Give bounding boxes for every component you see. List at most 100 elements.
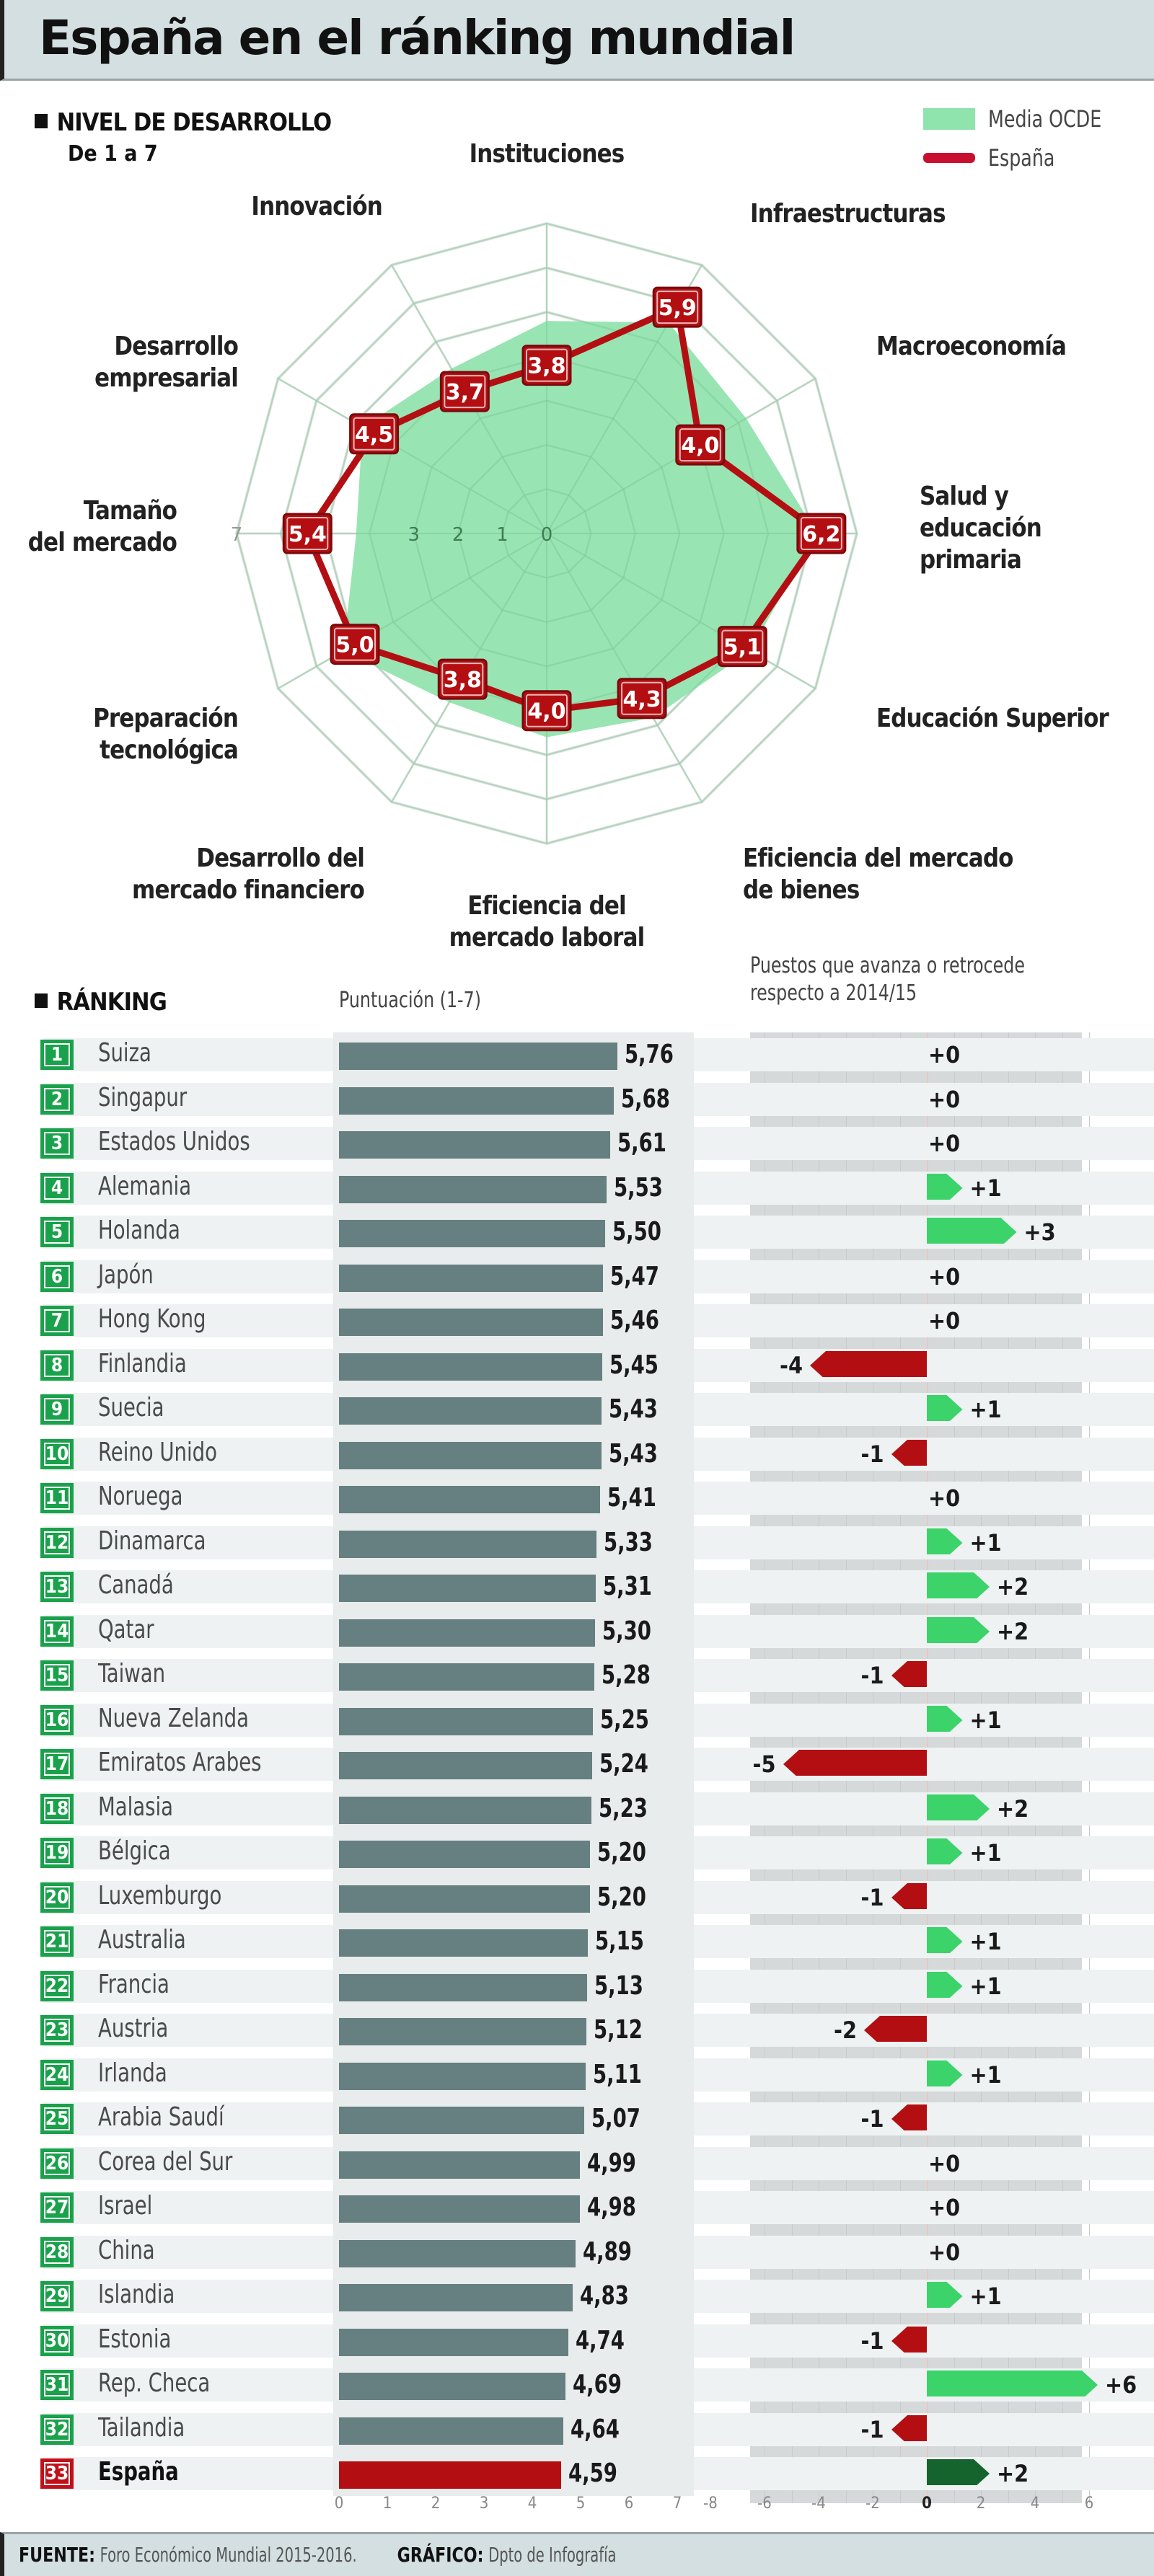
- country-name: Australia: [98, 1925, 186, 1955]
- spain-value-badge: [282, 513, 332, 554]
- spain-value-badge-inner: [526, 694, 568, 727]
- country-name: Suiza: [98, 1038, 151, 1068]
- rank-badge: 5: [40, 1217, 74, 1247]
- score-value: 5,11: [593, 2059, 643, 2089]
- score-bar: [339, 2195, 580, 2223]
- rank-badge: 23: [40, 2015, 74, 2045]
- score-value: 5,43: [608, 1438, 658, 1469]
- spain-value-label: 5,4: [288, 522, 327, 547]
- radar-axis-label: de bienes: [743, 875, 859, 905]
- change-axis-tick: -2: [865, 2495, 880, 2513]
- country-name: Alemania: [98, 1171, 192, 1201]
- country-name: Islandia: [98, 2280, 175, 2309]
- radar-axis-label: Preparación: [93, 703, 238, 733]
- arrow-right-icon: [927, 1173, 963, 1200]
- radial-tick-label: 2: [452, 524, 464, 546]
- ranking-row: 4 Alemania 5,53 +1: [0, 1165, 1154, 1210]
- score-bar: [339, 2284, 573, 2311]
- radar-section-label: NIVEL DE DESARROLLO: [35, 108, 332, 137]
- rank-badge: 24: [40, 2059, 74, 2090]
- score-bar: [339, 2328, 568, 2356]
- ranking-row: 26 Corea del Sur 4,99 +0: [0, 2141, 1154, 2185]
- country-name: Rep. Checa: [98, 2368, 211, 2398]
- radar-axis-label: Infraestructuras: [750, 198, 946, 229]
- radar-axis-label: Tamaño: [84, 495, 177, 526]
- arrow-left-icon: [891, 1882, 927, 1909]
- ranking-row: 12 Dinamarca 5,33 +1: [0, 1520, 1154, 1564]
- rank-badge: 18: [40, 1793, 74, 1824]
- score-value: 5,15: [595, 1926, 644, 1956]
- rank-badge: 30: [40, 2325, 74, 2356]
- radar-axis-label: Innovación: [251, 191, 382, 221]
- radar-spoke-overlay: [546, 533, 702, 802]
- spain-value-badge-inner: [800, 517, 842, 550]
- spain-value-label: 5,1: [723, 635, 762, 660]
- change-axis-tick: 6: [1084, 2495, 1094, 2513]
- country-name: Canadá: [98, 1570, 174, 1600]
- radar-axis-label: mercado laboral: [449, 922, 645, 952]
- score-value: 5,13: [594, 1970, 643, 2001]
- spain-value-label: 5,0: [335, 633, 374, 658]
- radar-spoke-overlay: [278, 378, 547, 534]
- arrow-left-icon: [810, 1350, 927, 1377]
- score-value: 5,53: [613, 1172, 663, 1203]
- arrow-right-icon: [927, 1218, 1017, 1244]
- spain-value-label: 5,9: [659, 296, 697, 321]
- ranking-row: 32 Tailandia 4,64 -1: [0, 2407, 1154, 2451]
- oecd-swatch-icon: [923, 108, 975, 130]
- score-value: 4,74: [575, 2325, 625, 2355]
- radar-axis-label: Desarrollo: [114, 331, 238, 361]
- arrow-right-icon: [927, 1794, 990, 1820]
- change-value: +2: [997, 1573, 1029, 1601]
- score-bar: [339, 1841, 591, 1868]
- change-value: -1: [860, 2105, 884, 2133]
- arrow-right-icon: [927, 2060, 963, 2086]
- change-value: +3: [1023, 1218, 1056, 1246]
- ranking-row: 7 Hong Kong 5,46 +0: [0, 1298, 1154, 1343]
- change-value: +0: [928, 1085, 961, 1113]
- ranking-row: 2 Singapur 5,68 +0: [0, 1076, 1154, 1121]
- change-value: +0: [928, 1262, 961, 1291]
- ranking-row: 22 Francia 5,13 +1: [0, 1963, 1154, 2008]
- change-value: +1: [969, 2283, 1002, 2310]
- country-name: China: [98, 2235, 155, 2265]
- ranking-row: 25 Arabia Saudí 5,07 -1: [0, 2097, 1154, 2141]
- ranking-row: 29 Islandia 4,83 +1: [0, 2274, 1154, 2319]
- radar-axis-label: tecnológica: [100, 735, 238, 765]
- rank-badge: 20: [40, 1882, 74, 1913]
- spain-value-badge: [652, 286, 702, 328]
- spain-value-badge: [617, 678, 667, 720]
- radar-axis-label: empresarial: [94, 363, 238, 393]
- spain-value-badge-inner: [621, 681, 664, 715]
- score-value: 4,98: [586, 2192, 636, 2222]
- radar-spoke-overlay: [278, 533, 547, 689]
- ranking-row: 8 Finlandia 5,45 -4: [0, 1342, 1154, 1387]
- spain-value-badge-inner: [679, 428, 721, 462]
- change-value: +0: [928, 1307, 961, 1335]
- country-name: Holanda: [98, 1216, 180, 1245]
- score-bar: [339, 1175, 607, 1203]
- spain-value-label: 4,5: [355, 422, 393, 448]
- spain-value-badge-inner: [721, 629, 764, 663]
- country-name: Singapur: [98, 1082, 188, 1112]
- spain-value-badge: [439, 371, 490, 412]
- ranking-row: 27 Israel 4,98 +0: [0, 2185, 1154, 2230]
- spain-value-badge: [675, 424, 726, 466]
- change-value: +0: [928, 2149, 961, 2177]
- page-title: España en el ránking mundial: [39, 10, 796, 66]
- score-value: 4,83: [579, 2281, 629, 2311]
- country-name: Nueva Zelanda: [98, 1703, 250, 1733]
- score-bar: [339, 1353, 603, 1381]
- spain-value-label: 4,3: [622, 687, 661, 712]
- change-value: -4: [780, 1351, 803, 1379]
- rank-badge: 22: [40, 1970, 74, 2001]
- country-name: Israel: [98, 2191, 153, 2221]
- score-value: 5,41: [607, 1483, 657, 1513]
- score-value: 5,12: [594, 2015, 643, 2045]
- spain-value-label: 3,8: [527, 354, 565, 379]
- radar-axis-label: Desarrollo del: [196, 843, 364, 873]
- spain-value-label: 6,2: [802, 522, 840, 547]
- score-value: 5,47: [610, 1261, 660, 1291]
- score-bar: [339, 1973, 587, 2001]
- rank-badge: 33: [40, 2458, 74, 2489]
